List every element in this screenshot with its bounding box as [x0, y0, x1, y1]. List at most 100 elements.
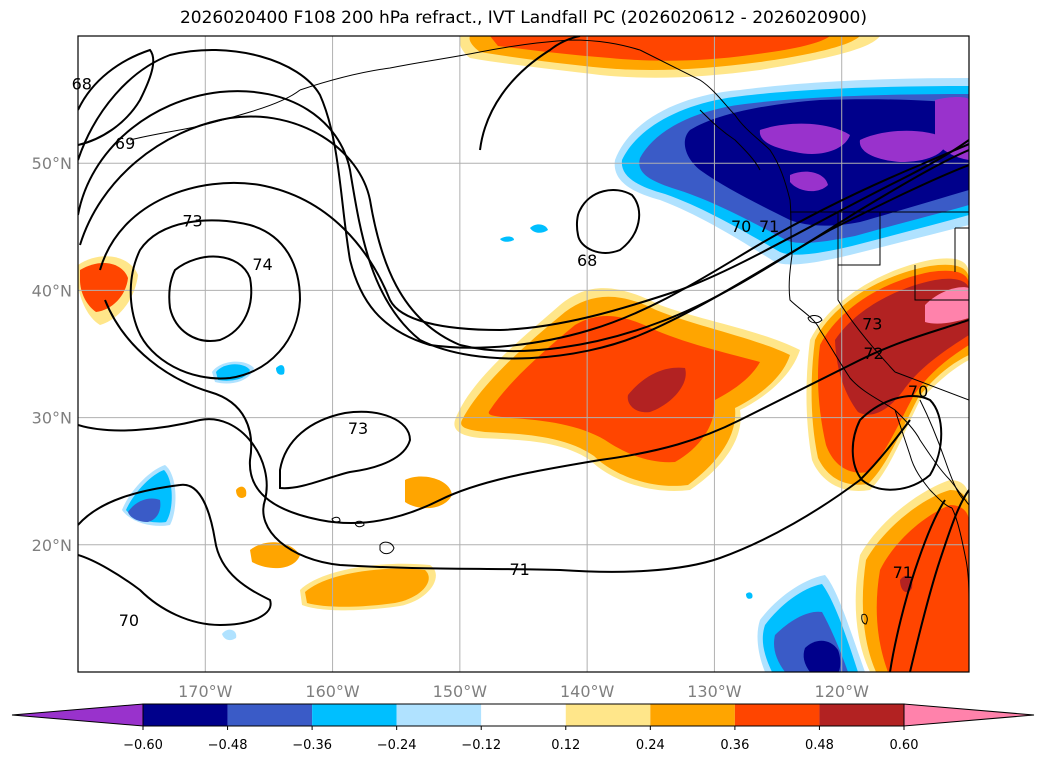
shade-positive-small-5: [236, 486, 247, 498]
coast-hawaii-1: [379, 541, 395, 555]
border-states-4: [954, 227, 969, 272]
colorbar-label: −0.48: [208, 738, 248, 753]
coast-aleutians: [129, 89, 301, 141]
shade-positive-central-3: [488, 315, 760, 463]
coast-gulf-california: [919, 399, 965, 501]
latitude-labels: 20°N 30°N 40°N 50°N: [32, 154, 72, 555]
colorbar-label: −0.60: [123, 738, 163, 753]
coast-bc-islands: [699, 109, 761, 171]
shade-positive-mexico-3: [876, 505, 969, 672]
contour-label: 69: [115, 134, 135, 153]
longitude-labels: 170°W 160°W 150°W 140°W 130°W 120°W: [178, 682, 869, 701]
border-us-mexico: [894, 371, 969, 401]
coast-baja: [894, 409, 953, 509]
contour-label: 73: [182, 212, 202, 231]
shade-positive-top-3: [490, 36, 830, 61]
lat-tick-label: 20°N: [32, 536, 72, 555]
colorbar-segment: [650, 704, 735, 726]
contour-labels: 68 69 73 74 73 68 70 71 73 72 70 71 71 70: [72, 74, 929, 630]
contour-68-east: [575, 189, 641, 254]
border-states-2: [837, 265, 896, 373]
shade-negative-small-5: [746, 592, 753, 599]
contour-72-mexico: [889, 499, 946, 672]
contour-68-west: [78, 48, 155, 146]
shade-negative-pnw-8: [790, 171, 828, 192]
colorbar-frame: [142, 703, 905, 727]
colorbar-segment: [734, 704, 820, 726]
coast-hawaii-3: [331, 516, 341, 523]
border-states-3: [914, 265, 969, 301]
contour-label: 70: [119, 611, 139, 630]
coast-guadalupe: [861, 613, 868, 625]
coast-alaska: [299, 39, 641, 91]
shade-negative-small-3: [276, 365, 285, 375]
shade-positive-small-4: [305, 568, 429, 607]
border-states-1: [837, 212, 881, 266]
colorbar-segment: [819, 704, 904, 726]
contour-label: 73: [862, 315, 882, 334]
colorbar-label: 0.36: [720, 738, 749, 753]
lon-tick-label: 170°W: [178, 682, 233, 701]
shade-negative-pnw-6: [859, 130, 946, 162]
shade-positive-small-2: [250, 542, 300, 569]
contour-73-south: [279, 410, 412, 490]
refractivity-contours: [78, 36, 969, 672]
contour-label: 71: [759, 217, 779, 236]
contour-74: [168, 255, 253, 342]
contour-label: 70: [908, 382, 928, 401]
contour-71-north: [79, 115, 969, 353]
contour-label: 68: [577, 251, 597, 270]
colorbar-extend-low: [11, 703, 144, 727]
colorbar-segment: [565, 704, 651, 726]
shade-positive-west-2: [80, 263, 128, 312]
coast-channel-islands: [807, 315, 823, 324]
contour-71-mexico: [909, 489, 969, 672]
colorbar-label: −0.12: [461, 738, 501, 753]
contour-73-west: [129, 219, 302, 380]
shade-negative-small-2: [500, 236, 514, 242]
shade-negative-small-1: [530, 224, 548, 233]
gridlines: [78, 36, 969, 672]
contour-72-south: [104, 299, 969, 525]
contour-label: 71: [893, 563, 913, 582]
colorbar-segment: [396, 704, 482, 726]
colorbar-label: 0.48: [805, 738, 834, 753]
lon-tick-label: 130°W: [687, 682, 742, 701]
map-title: 2026020400 F108 200 hPa refract., IVT La…: [179, 8, 867, 28]
colorbar-segment: [227, 704, 313, 726]
colorbar-label: −0.36: [292, 738, 332, 753]
coast-north-america: [639, 49, 969, 506]
colorbar-segment: [312, 704, 397, 726]
lon-tick-label: 120°W: [815, 682, 870, 701]
contour-label: 73: [348, 419, 368, 438]
contour-69: [78, 48, 969, 349]
contour-label: 70: [731, 217, 751, 236]
shade-negative-small-4: [222, 629, 237, 641]
colorbar: −0.60 −0.48 −0.36 −0.24 −0.12 0.12 0.24 0.36 0.4…: [11, 703, 1035, 753]
shade-negative-pnw-4: [684, 99, 969, 226]
map-frame: [77, 35, 970, 673]
coast-hawaii-2: [354, 520, 365, 528]
colorbar-label: 0.12: [551, 738, 580, 753]
shade-negative-west-2c: [128, 498, 161, 522]
colorbar-segment: [481, 704, 566, 726]
contour-70-south: [78, 483, 272, 627]
contour-70-north: [78, 90, 969, 360]
lat-tick-label: 40°N: [32, 281, 72, 300]
lon-tick-label: 140°W: [560, 682, 615, 701]
colorbar-label: 0.60: [890, 738, 919, 753]
contour-72-west: [99, 139, 969, 332]
shade-negative-pnw-7: [935, 97, 969, 160]
lon-tick-label: 150°W: [433, 682, 488, 701]
contour-68-top: [479, 36, 581, 151]
shade-positive-central-4: [627, 367, 686, 413]
lon-tick-label: 160°W: [305, 682, 360, 701]
contour-71-south: [78, 418, 911, 573]
shade-negative-pnw-5: [759, 123, 850, 155]
contour-69-se: [851, 395, 943, 491]
colorbar-label: 0.24: [636, 738, 665, 753]
lat-tick-label: 50°N: [32, 154, 72, 173]
contour-label: 72: [863, 344, 883, 363]
shade-negative-west-1b: [216, 364, 250, 381]
